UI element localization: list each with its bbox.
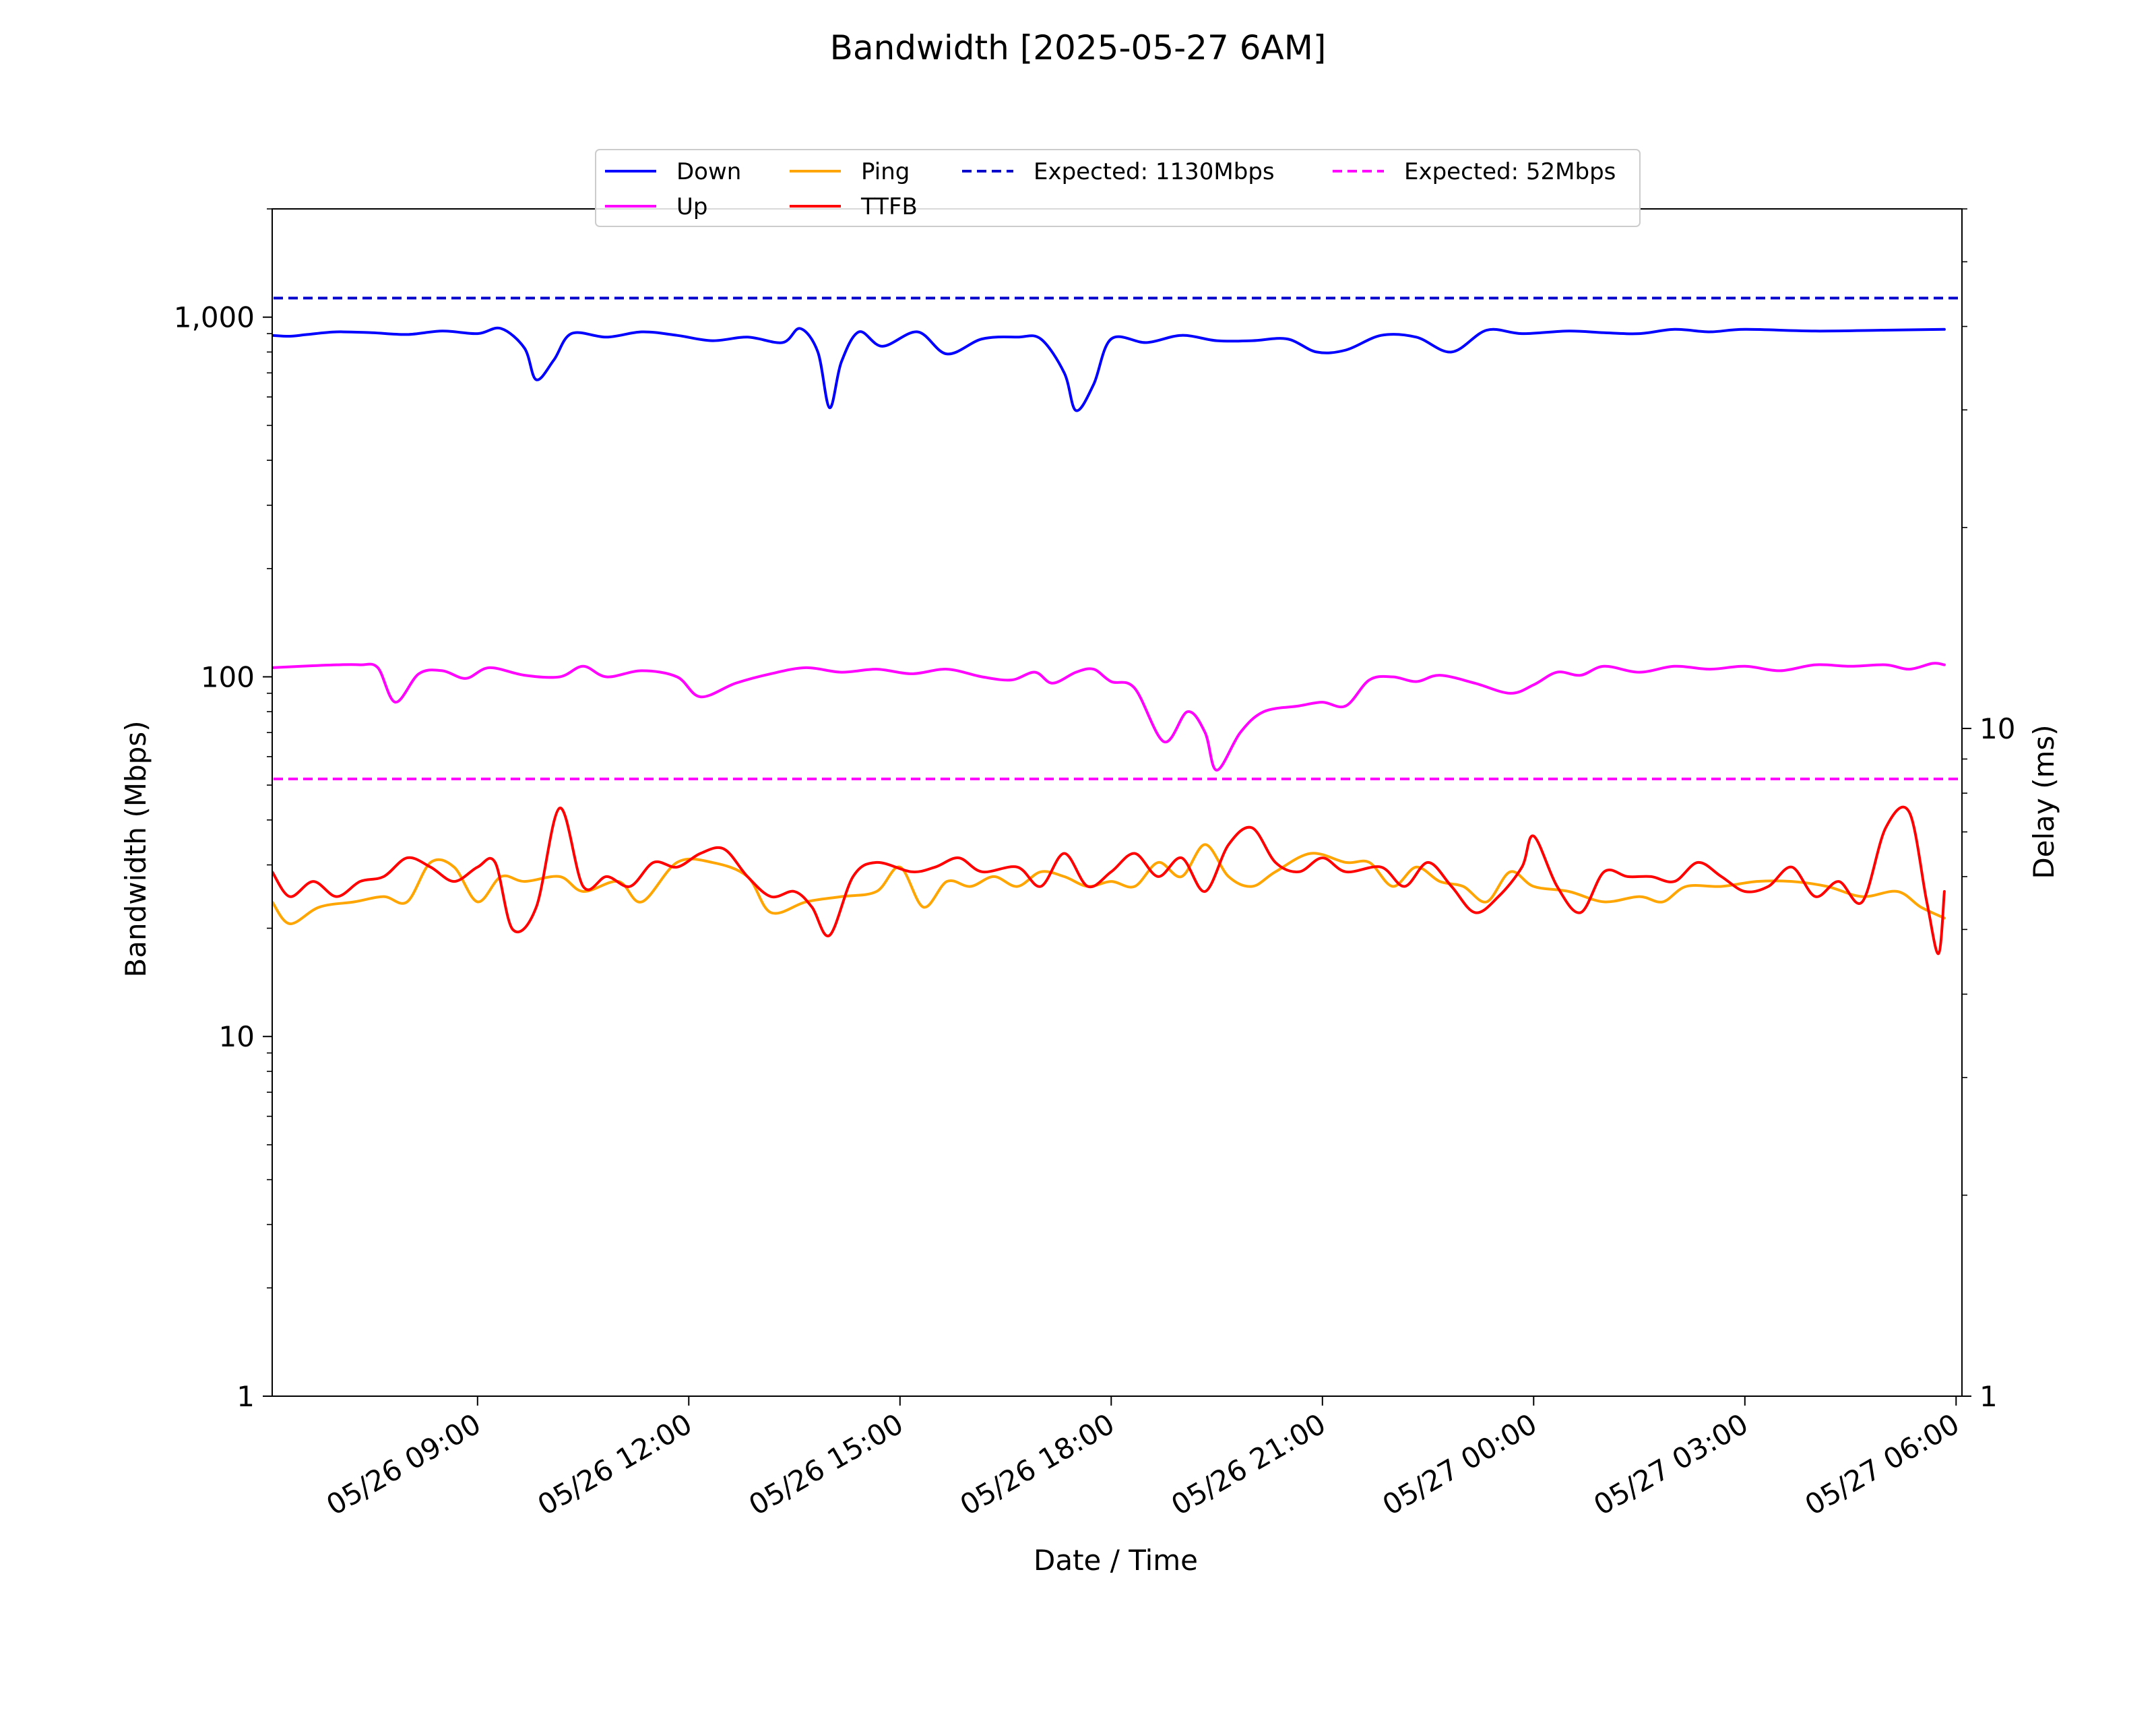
series-line-down: [272, 326, 1946, 412]
x-tick-label: 05/27 03:00: [1588, 1407, 1754, 1522]
legend: Down Up Ping TTFB Expected: 1130Mbps Expected…: [595, 149, 1641, 227]
x-tick-label: 05/27 00:00: [1377, 1407, 1543, 1522]
plot-frame: [272, 208, 1963, 1397]
series-layer: [272, 296, 1961, 955]
series-line-ping: [272, 843, 1946, 925]
x-tick-label: 05/26 18:00: [955, 1407, 1120, 1522]
x-tick-label: 05/26 09:00: [321, 1407, 486, 1522]
y2-tick-label: 10: [1979, 712, 2015, 745]
legend-box: [595, 149, 1641, 227]
y2-axis-label: Delay (ms): [2027, 724, 2060, 879]
x-tick-label: 05/27 06:00: [1800, 1407, 1965, 1522]
x-tick-label: 05/26 15:00: [743, 1407, 909, 1522]
x-axis-label: Date / Time: [1034, 1544, 1198, 1577]
legend-label: Down: [676, 158, 741, 185]
series-line-ttfb: [272, 805, 1946, 955]
series-line-up: [272, 662, 1946, 772]
legend-label: Up: [676, 193, 707, 220]
y-tick-label: 100: [201, 660, 255, 693]
legend-label: Ping: [861, 158, 910, 185]
chart-title: Bandwidth [2025-05-27 6AM]: [830, 28, 1327, 67]
legend-label: Expected: 1130Mbps: [1034, 158, 1275, 185]
y2-tick-label: 1: [1979, 1380, 1998, 1413]
y-tick-label: 1,000: [174, 301, 255, 334]
x-tick-label: 05/26 12:00: [532, 1407, 698, 1522]
x-tick-label: 05/26 21:00: [1166, 1407, 1331, 1522]
y-tick-label: 1: [236, 1380, 255, 1413]
y-tick-label: 10: [219, 1020, 255, 1053]
legend-label: Expected: 52Mbps: [1404, 158, 1616, 185]
y-axis-label: Bandwidth (Mbps): [119, 720, 152, 977]
legend-label: TTFB: [860, 193, 918, 220]
